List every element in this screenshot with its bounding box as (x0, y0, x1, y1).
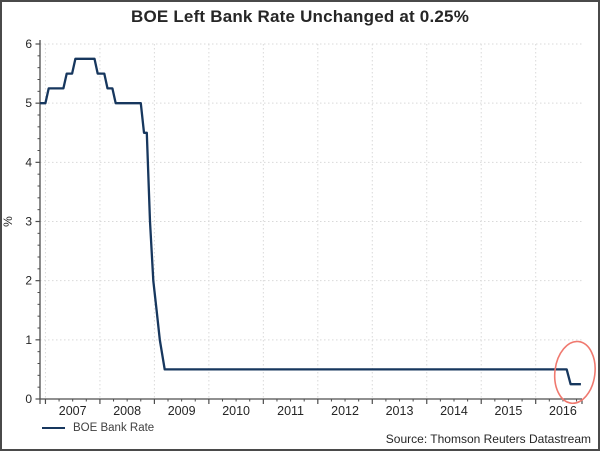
y-tick-label: 2 (25, 274, 32, 288)
x-tick-label: 2009 (168, 404, 196, 418)
legend-line-swatch (42, 427, 65, 429)
x-tick-label: 2008 (113, 404, 141, 418)
y-axis-title: % (2, 216, 15, 227)
x-tick-label: 2016 (549, 404, 577, 418)
y-tick-label: 6 (25, 37, 32, 51)
highlight-ellipse-annotation (553, 340, 596, 405)
y-tick-label: 1 (25, 333, 32, 347)
x-tick-label: 2013 (386, 404, 414, 418)
y-tick-label: 0 (25, 392, 32, 406)
x-tick-label: 2012 (331, 404, 359, 418)
x-tick-label: 2015 (495, 404, 523, 418)
y-tick-label: 4 (25, 155, 32, 169)
x-tick-label: 2010 (222, 404, 250, 418)
legend-label: BOE Bank Rate (73, 422, 155, 434)
legend: BOE Bank Rate (42, 422, 154, 434)
x-tick-label: 2011 (277, 404, 304, 418)
chart-title: BOE Left Bank Rate Unchanged at 0.25% (130, 7, 470, 26)
y-tick-label: 5 (25, 96, 32, 110)
source-note: Source: Thomson Reuters Datastream (385, 432, 591, 446)
rate-line-series (40, 57, 581, 386)
x-tick-label: 2007 (59, 404, 87, 418)
y-tick-label: 3 (25, 215, 32, 229)
x-tick-label: 2014 (440, 404, 468, 418)
